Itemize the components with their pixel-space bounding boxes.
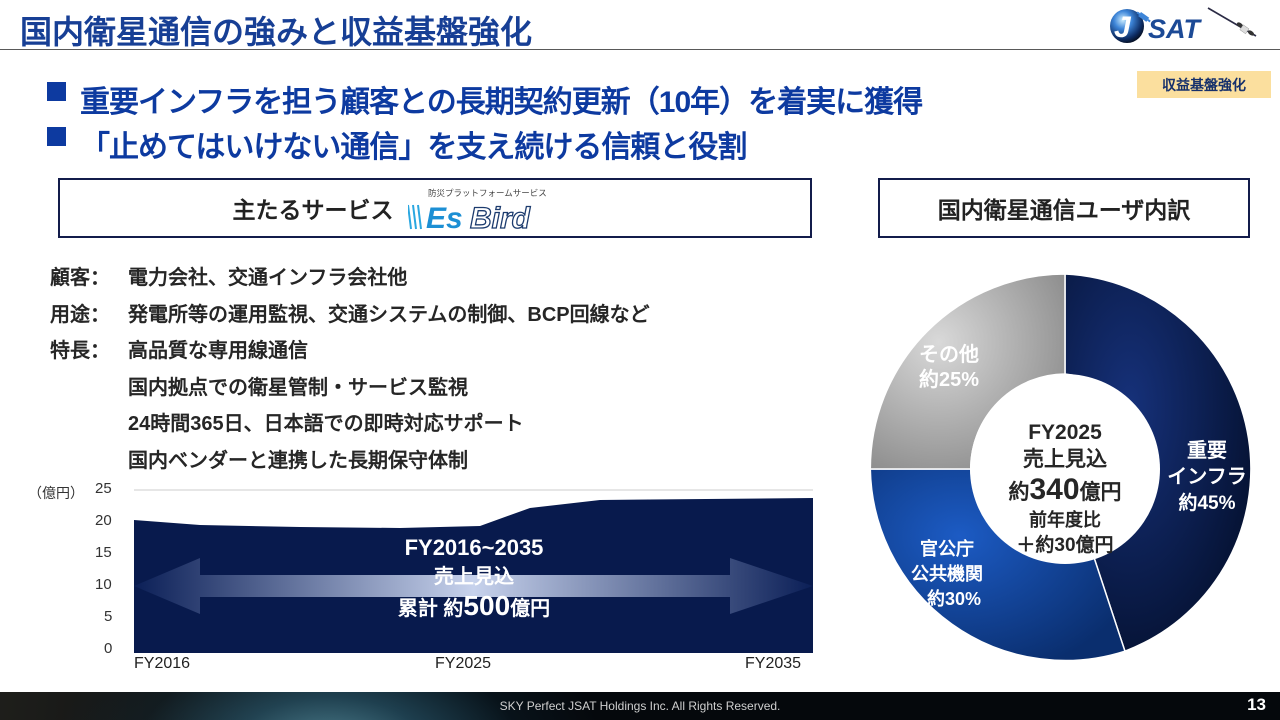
svg-text:重要: 重要 [1187,439,1227,462]
svg-text:約45%: 約45% [1178,491,1235,514]
svg-text:前年度比: 前年度比 [1029,509,1101,530]
svg-text:FY2025: FY2025 [1028,421,1102,444]
svg-text:官公庁: 官公庁 [920,538,974,559]
svg-text:約30%: 約30% [927,588,981,609]
svg-text:売上見込: 売上見込 [434,565,514,588]
svg-text:公共機関: 公共機関 [911,563,983,584]
svg-text:SAT: SAT [1148,14,1203,44]
svg-text:Es: Es [426,202,463,233]
svg-text:売上見込: 売上見込 [1023,448,1107,471]
svg-text:FY2016~2035: FY2016~2035 [405,535,544,560]
svg-text:その他: その他 [919,342,979,366]
svg-text:インフラ: インフラ [1167,466,1246,488]
svg-text:防災プラットフォームサービス: 防災プラットフォームサービス [428,188,547,198]
svg-text:＋約30億円: ＋約30億円 [1016,533,1113,556]
svg-text:約25%: 約25% [919,367,979,391]
svg-text:J: J [1114,11,1132,44]
svg-text:Bird: Bird [470,202,531,233]
